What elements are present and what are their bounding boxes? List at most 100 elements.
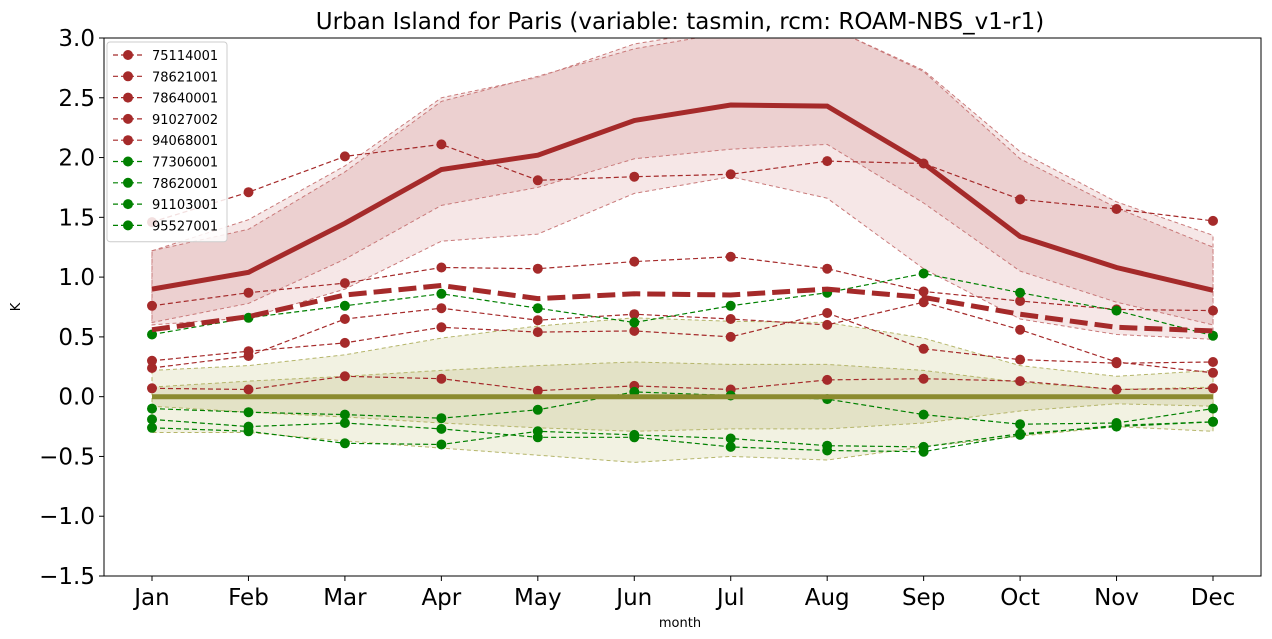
data-point <box>629 309 640 320</box>
data-point <box>532 327 543 338</box>
data-point <box>1015 376 1026 387</box>
data-point <box>532 404 543 415</box>
x-tick-label: Dec <box>1191 585 1236 611</box>
legend-label: 78621001 <box>152 70 218 85</box>
series-line <box>151 312 1214 364</box>
data-point <box>147 355 157 366</box>
legend-item-95527001: 95527001 <box>113 219 218 234</box>
data-point <box>436 413 447 424</box>
data-point <box>1208 383 1218 394</box>
legend-swatch-marker <box>123 50 133 60</box>
data-point <box>1208 367 1218 378</box>
x-tick-label: Jan <box>132 585 169 611</box>
data-point <box>822 374 833 385</box>
x-tick-label: May <box>514 585 562 611</box>
data-point <box>725 300 736 311</box>
data-point <box>339 151 350 162</box>
legend-item-91103001: 91103001 <box>113 198 218 213</box>
legend-swatch-marker <box>123 113 133 124</box>
data-point <box>1015 287 1026 298</box>
legend-label: 75114001 <box>152 49 218 64</box>
data-point <box>339 337 350 348</box>
plot-area <box>103 37 1262 577</box>
data-point <box>147 422 157 433</box>
data-point <box>918 268 929 279</box>
legend-item-94068001: 94068001 <box>113 134 218 149</box>
data-point <box>243 407 254 418</box>
data-point <box>822 319 833 330</box>
data-point <box>243 287 254 298</box>
y-axis-label: K <box>9 302 24 311</box>
legend-swatch-marker <box>123 135 133 146</box>
series-line <box>151 256 1214 312</box>
data-point <box>532 432 543 443</box>
data-point <box>436 423 447 434</box>
y-axis: −1.5 −1.0 −0.5 0.0 0.5 1.0 1.5 2.0 2.5 3.0 <box>39 26 104 590</box>
data-point <box>243 346 254 357</box>
y-tick-label: −1.0 <box>39 504 95 530</box>
data-point <box>918 409 929 420</box>
series-line <box>151 272 1214 337</box>
data-point <box>532 263 543 274</box>
x-tick-label: Sep <box>902 585 945 611</box>
data-point <box>918 286 929 297</box>
data-point <box>339 409 350 420</box>
legend-swatch-marker <box>123 156 133 167</box>
data-point <box>629 432 640 443</box>
x-tick-label: Feb <box>228 585 269 611</box>
legend-label: 91103001 <box>152 198 218 213</box>
series-line <box>151 375 1214 392</box>
data-point <box>1015 419 1026 430</box>
y-tick-label: −0.5 <box>39 444 95 470</box>
x-tick-label: Jul <box>715 585 745 611</box>
data-point <box>1111 420 1122 431</box>
data-point <box>1208 403 1218 414</box>
y-tick-label: −1.5 <box>39 564 95 590</box>
data-point <box>339 438 350 449</box>
legend-item-75114001: 75114001 <box>113 49 218 64</box>
data-point <box>339 278 350 289</box>
data-point <box>1111 204 1122 214</box>
legend-item-78640001: 78640001 <box>113 92 218 107</box>
data-point <box>822 156 833 167</box>
y-tick-label: 3.0 <box>58 26 95 52</box>
x-tick-label: Aug <box>805 585 850 611</box>
data-point <box>918 446 929 457</box>
series-95527001 <box>147 414 1218 457</box>
data-point <box>436 373 447 384</box>
legend-label: 95527001 <box>152 219 218 234</box>
data-point <box>436 262 447 273</box>
data-point <box>629 317 640 328</box>
data-point <box>436 139 447 150</box>
data-point <box>532 385 543 396</box>
y-tick-label: 1.0 <box>58 265 95 291</box>
data-point <box>822 263 833 274</box>
data-point <box>436 322 447 333</box>
data-point <box>436 303 447 314</box>
legend-item-91027002: 91027002 <box>113 113 218 128</box>
data-point <box>1208 305 1218 316</box>
data-point <box>725 441 736 452</box>
legend-label: 94068001 <box>152 134 218 149</box>
data-point <box>147 414 157 425</box>
x-axis: Jan Feb Mar Apr May Jun Jul Aug Sep Oct Nov Dec <box>132 576 1235 611</box>
urban-mean-line <box>151 102 1214 293</box>
data-point <box>243 421 254 432</box>
data-point <box>532 303 543 314</box>
data-point <box>629 171 640 182</box>
data-point <box>147 300 157 311</box>
data-point <box>1208 416 1218 427</box>
data-point <box>147 329 157 340</box>
data-point <box>1111 358 1122 369</box>
data-point <box>339 371 350 382</box>
data-point <box>918 373 929 384</box>
data-point <box>822 445 833 456</box>
data-point <box>629 256 640 267</box>
legend-label: 77306001 <box>152 156 218 171</box>
data-point <box>725 251 736 262</box>
data-point <box>147 363 157 373</box>
y-tick-label: 2.0 <box>58 146 95 172</box>
data-point <box>1015 429 1026 440</box>
data-point <box>1111 305 1122 316</box>
